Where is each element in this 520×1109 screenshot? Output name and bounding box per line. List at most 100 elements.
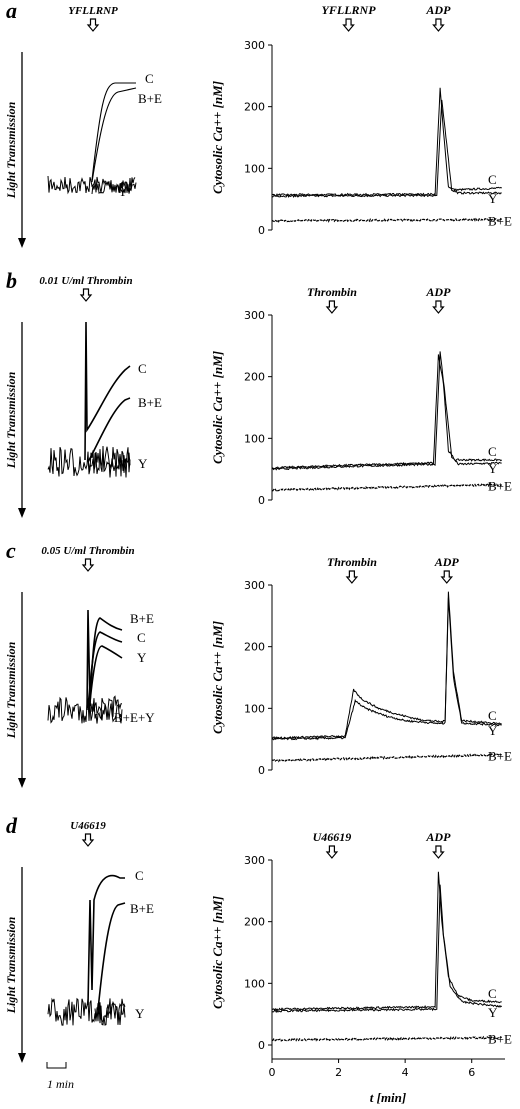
y-tick-label: 200 <box>244 101 265 114</box>
light-transmission-plot: Light Transmission 0.05 U/ml Thrombin B+E C… <box>4 545 155 788</box>
down-arrow-icon <box>18 1053 26 1063</box>
series-label: B+E <box>488 479 512 494</box>
calcium-plot: 0 100 200 300 Cytosolic Ca++ [nM] Thrombin ADP… <box>210 555 512 777</box>
baseline-noise <box>47 175 136 195</box>
marker-arrow-icon <box>342 18 355 32</box>
marker-arrow-icon <box>432 300 445 314</box>
series-label: C <box>488 708 497 723</box>
scale-bar-label: 1 min <box>47 1077 74 1091</box>
left-ylabel: Light Transmission <box>4 641 18 739</box>
stimulus-arrow-icon <box>86 18 100 32</box>
light-transmission-plot: Light Transmission YFLLRNP C B+E Y <box>4 5 162 248</box>
panel-letter: b <box>6 268 17 293</box>
series-label: C <box>488 172 497 187</box>
marker-arrow-icon <box>432 18 445 32</box>
marker-label: ADP <box>434 555 460 569</box>
left-trace-label: B+E <box>138 91 162 106</box>
series-label: C <box>488 444 497 459</box>
y-tick-label: 0 <box>258 1039 265 1052</box>
x-tick-label: 4 <box>402 1066 409 1079</box>
left-stimulus-label: YFLLRNP <box>68 5 118 17</box>
left-trace-label: B+E+Y <box>114 710 155 725</box>
calcium-plot: 0 100 200 300 Cytosolic Ca++ [nM] YFLLRNP ADP C… <box>210 3 512 237</box>
aggregation-trace <box>86 609 123 711</box>
series-line <box>271 871 502 1011</box>
marker-label: ADP <box>425 830 451 844</box>
left-trace-label: C <box>137 630 146 645</box>
panel-letter: d <box>6 813 18 838</box>
y-tick-label: 200 <box>244 641 265 654</box>
y-tick-label: 0 <box>258 494 265 507</box>
series-line <box>271 87 502 197</box>
series-line <box>271 351 502 471</box>
series-label: B+E <box>488 1032 512 1047</box>
series-line <box>271 591 502 740</box>
down-arrow-icon <box>18 508 26 518</box>
y-tick-label: 300 <box>244 39 265 52</box>
marker-label: ADP <box>425 3 451 17</box>
left-trace-label: C <box>138 361 147 376</box>
marker-label: Thrombin <box>307 285 357 299</box>
aggregation-trace <box>87 874 125 1006</box>
series-label: B+E <box>488 214 512 229</box>
y-tick-label: 300 <box>244 579 265 592</box>
left-trace-label: Y <box>138 456 148 471</box>
aggregation-trace <box>97 902 126 1011</box>
panel-letter: a <box>6 0 17 23</box>
y-tick-label: 0 <box>258 764 265 777</box>
left-trace-label: Y <box>118 184 128 199</box>
panel-c: c Light Transmission 0.05 U/ml Thrombin B+E… <box>4 538 512 788</box>
aggregation-trace <box>91 87 137 183</box>
left-ylabel: Light Transmission <box>4 916 18 1014</box>
series-line <box>271 99 502 198</box>
series-label: Y <box>488 1005 498 1020</box>
x-tick-label: 0 <box>269 1066 276 1079</box>
aggregation-trace <box>88 645 123 713</box>
marker-label: YFLLRNP <box>322 3 377 17</box>
aggregation-trace-noise <box>91 180 137 195</box>
aggregation-trace <box>91 82 136 181</box>
left-trace-label: B+E <box>138 395 162 410</box>
series-line <box>271 753 502 763</box>
panel-letter: c <box>6 538 16 563</box>
x-axis-label: t [min] <box>370 1090 406 1105</box>
stimulus-arrow-icon <box>79 288 93 302</box>
left-trace-label: C <box>145 71 154 86</box>
left-ylabel: Light Transmission <box>4 101 18 199</box>
aggregation-trace <box>87 397 131 463</box>
left-stimulus-label: U46619 <box>70 820 106 832</box>
stimulus-arrow-icon <box>81 833 95 847</box>
aggregation-trace-noise <box>87 451 131 473</box>
panel-b: b Light Transmission 0.01 U/ml Thrombin C B+… <box>4 268 512 518</box>
series-line <box>271 597 502 741</box>
light-transmission-plot: Light Transmission U46619 C B+E Y <box>4 820 154 1063</box>
left-stimulus-label: 0.05 U/ml Thrombin <box>41 545 134 557</box>
aggregation-trace <box>84 321 131 461</box>
series-line <box>271 482 503 492</box>
aggregation-trace-noise <box>94 1001 126 1023</box>
series-line <box>271 1035 503 1042</box>
marker-arrow-icon <box>432 845 445 859</box>
marker-arrow-icon <box>325 845 339 859</box>
panel-a: a Light Transmission YFLLRNP C B+E Y 0 100 200 30… <box>4 0 512 248</box>
marker-arrow-icon <box>440 570 454 584</box>
right-ylabel: Cytosolic Ca++ [nM] <box>210 351 225 464</box>
y-tick-label: 200 <box>244 371 265 384</box>
scale-bar <box>46 1062 67 1069</box>
left-ylabel: Light Transmission <box>4 371 18 469</box>
series-label: Y <box>488 461 498 476</box>
y-tick-label: 100 <box>244 162 265 175</box>
marker-label: Thrombin <box>327 555 377 569</box>
panel-d: d Light Transmission U46619 C B+E Y 0 100 200 300… <box>4 813 512 1079</box>
left-trace-label: B+E <box>130 611 154 626</box>
calcium-plot: 0 100 200 300 Cytosolic Ca++ [nM] U46619 ADP CY… <box>210 830 512 1079</box>
series-label: Y <box>488 191 498 206</box>
stimulus-arrow-icon <box>81 558 95 572</box>
baseline-noise <box>47 695 123 724</box>
aggregation-trace-noise <box>89 702 122 723</box>
down-arrow-icon <box>18 238 26 248</box>
marker-arrow-icon <box>345 570 359 584</box>
marker-label: ADP <box>425 285 451 299</box>
left-trace-label: Y <box>137 650 147 665</box>
